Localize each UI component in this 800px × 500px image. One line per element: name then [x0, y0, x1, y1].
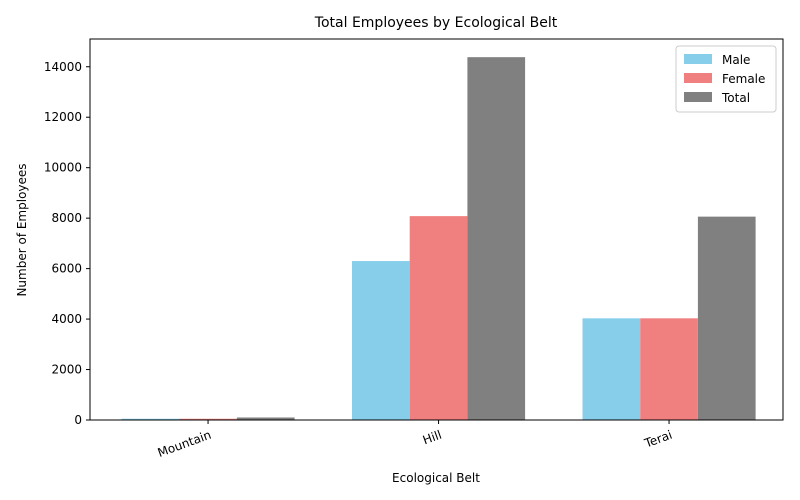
y-tick-label: 10000 [44, 161, 82, 175]
bar-total-terai [697, 216, 756, 420]
bar-total-hill [467, 57, 526, 420]
y-axis-label: Number of Employees [15, 163, 29, 296]
y-tick-label: 6000 [51, 262, 82, 276]
y-tick-label: 4000 [51, 312, 82, 326]
bar-male-mountain [121, 418, 180, 420]
y-axis-ticks: 0 2000 4000 6000 8000 10000 12000 14000 [44, 60, 90, 427]
bar-total-mountain [236, 417, 295, 420]
legend-label-male: Male [722, 53, 750, 67]
chart-title: Total Employees by Ecological Belt [314, 15, 558, 31]
y-tick-label: 8000 [51, 211, 82, 225]
legend-label-female: Female [722, 72, 765, 86]
bar-female-mountain [179, 418, 237, 420]
y-tick-label: 12000 [44, 110, 82, 124]
x-tick-label-terai: Terai [642, 428, 674, 451]
x-tick-label-mountain: Mountain [156, 428, 213, 460]
bar-female-hill [409, 216, 468, 420]
y-tick-label: 14000 [44, 60, 82, 74]
x-tick-label-hill: Hill [421, 428, 444, 448]
bar-female-terai [640, 318, 698, 420]
x-axis-label: Ecological Belt [392, 471, 480, 485]
bar-male-hill [352, 261, 410, 420]
x-axis-ticks: Mountain Hill Terai [156, 420, 674, 460]
bars-group [121, 57, 756, 420]
legend-label-total: Total [721, 91, 750, 105]
legend-swatch-male [684, 54, 712, 64]
plot-frame [89, 38, 784, 421]
y-tick-label: 0 [74, 413, 82, 427]
bar-male-terai [582, 318, 641, 420]
legend-swatch-total [684, 92, 712, 102]
legend-swatch-female [684, 73, 712, 83]
y-tick-label: 2000 [51, 363, 82, 377]
legend: Male Female Total [675, 45, 777, 113]
